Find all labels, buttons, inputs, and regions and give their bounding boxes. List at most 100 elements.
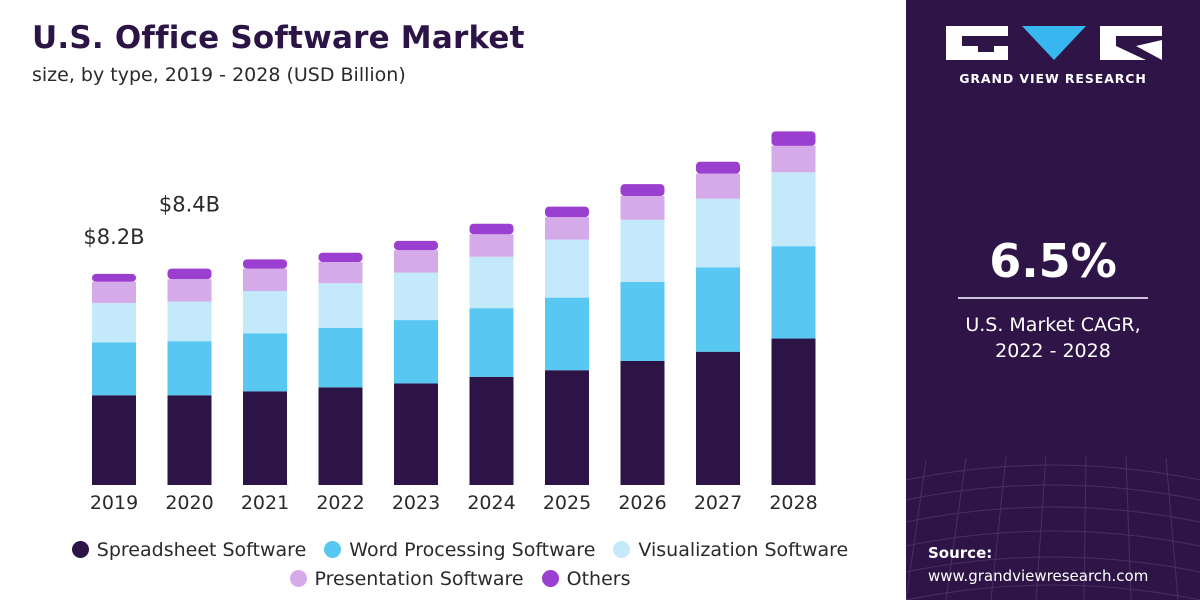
bar-segment-word-processing-software-2025 [545,297,589,371]
bar-segment-visualization-software-2021 [243,291,287,334]
bar-segment-visualization-software-2028 [771,172,816,247]
bar-segment-presentation-software-2028 [771,145,816,173]
legend-swatch-others [541,570,559,587]
bar-segment-others-2025 [545,206,589,218]
page-title: U.S. Office Software Market [32,20,525,56]
bar-segment-word-processing-software-2023 [394,320,438,384]
cagr-label-line2: 2022 - 2028 [995,340,1111,362]
bar-segment-visualization-software-2019 [92,302,136,343]
x-tick-label-2021: 2021 [241,492,289,514]
bar-segment-word-processing-software-2022 [318,327,363,388]
bar-segment-others-2021 [243,259,287,269]
bar-segment-word-processing-software-2027 [696,267,740,352]
bar-segment-presentation-software-2019 [92,281,136,303]
bar-segment-others-2028 [771,131,816,146]
bar-group-2024 [469,223,514,485]
bar-segment-presentation-software-2022 [318,262,363,284]
bar-group-2022 [318,252,363,485]
brand-name: GRAND VIEW RESEARCH [959,71,1147,86]
bar-segment-presentation-software-2027 [696,173,740,199]
bar-group-2025 [545,206,589,485]
bar-segment-presentation-software-2024 [469,234,514,257]
grid-decoration [906,454,1200,600]
bar-group-2027 [696,161,740,485]
bar-group-2028 [771,131,816,485]
bar-segment-visualization-software-2023 [394,272,438,321]
legend-item-presentation-software: Presentation Software [289,567,524,590]
bar-segment-others-2019 [92,273,136,282]
bar-segment-others-2026 [620,184,665,197]
bar-segment-others-2024 [469,223,514,235]
bar-segment-visualization-software-2025 [545,239,589,298]
bar-segment-spreadsheet-software-2021 [243,391,287,485]
legend-label-others: Others [566,567,631,590]
data-label-2019: $8.2B [83,225,144,249]
bar-segment-word-processing-software-2028 [771,246,816,339]
chart-subtitle: size, by type, 2019 - 2028 (USD Billion) [32,64,406,86]
bar-segment-presentation-software-2025 [545,217,589,240]
x-tick-label-2022: 2022 [316,492,364,514]
legend-label-spreadsheet-software: Spreadsheet Software [96,538,307,561]
bar-segment-word-processing-software-2021 [243,333,287,392]
bar-segment-spreadsheet-software-2024 [469,376,514,485]
bar-segment-spreadsheet-software-2025 [545,370,589,485]
bar-group-2023 [394,240,438,485]
cagr-label-line1: U.S. Market CAGR, [965,314,1141,336]
bar-segment-spreadsheet-software-2022 [318,387,363,485]
legend-item-word-processing-software: Word Processing Software [324,539,595,561]
x-tick-label-2027: 2027 [694,492,742,514]
bar-segment-visualization-software-2024 [469,256,514,309]
bar-group-2019 [92,273,136,485]
bar-segment-spreadsheet-software-2020 [167,395,212,485]
bar-segment-spreadsheet-software-2027 [696,351,740,485]
cagr-value: 6.5% [989,234,1117,288]
legend-item-spreadsheet-software: Spreadsheet Software [71,538,307,561]
data-label-2020: $8.4B [159,193,220,217]
x-tick-label-2023: 2023 [392,492,440,514]
bar-segment-spreadsheet-software-2028 [771,338,816,485]
bar-segment-others-2020 [167,268,212,280]
cagr-label: U.S. Market CAGR, 2022 - 2028 [906,312,1200,364]
bar-segment-presentation-software-2021 [243,268,287,292]
info-panel: GRAND VIEW RESEARCH 6.5% U.S. Market CAG… [906,0,1200,600]
bar-segment-others-2023 [394,240,438,251]
bar-segment-spreadsheet-software-2023 [394,383,438,485]
bar-segment-presentation-software-2026 [620,196,665,220]
bar-segment-presentation-software-2020 [167,279,212,302]
bar-segment-spreadsheet-software-2026 [620,360,665,485]
legend-label-visualization-software: Visualization Software [638,538,849,561]
legend-swatch-presentation-software [289,570,307,587]
bar-segment-visualization-software-2027 [696,198,740,268]
x-tick-label-2026: 2026 [618,492,666,514]
bar-segment-word-processing-software-2026 [620,281,665,361]
legend-label-presentation-software: Presentation Software [314,567,524,590]
legend-row-1: Spreadsheet Software Word Processing Soft… [40,535,880,564]
legend-row-2: Presentation Software Others [40,564,880,593]
bar-segment-presentation-software-2023 [394,250,438,273]
gvr-logo [946,26,1162,60]
x-tick-label-2020: 2020 [165,492,213,514]
bar-segment-visualization-software-2022 [318,283,363,328]
legend-item-others: Others [541,567,631,590]
legend-swatch-word-processing-software [324,541,342,558]
bar-segment-visualization-software-2026 [620,219,665,282]
legend-swatch-spreadsheet-software [71,541,89,558]
bar-segment-word-processing-software-2019 [92,342,136,396]
stacked-bar-chart: 2019 2020 2021 2022 2023 2024 2025 2026 2027 2028… [83,131,818,514]
bar-group-2021 [243,259,287,485]
bar-group-2020 [167,268,212,485]
x-tick-label-2024: 2024 [467,492,515,514]
source-label: Source: [928,544,993,562]
x-tick-label-2025: 2025 [543,492,591,514]
bar-group-2026 [620,184,665,485]
chart-legend: Spreadsheet Software Word Processing Soft… [40,535,880,593]
bar-segment-others-2022 [318,252,363,263]
x-tick-label-2028: 2028 [769,492,817,514]
source-url[interactable]: www.grandviewresearch.com [928,567,1149,585]
bar-segment-word-processing-software-2024 [469,308,514,377]
x-tick-label-2019: 2019 [90,492,138,514]
chart-panel: U.S. Office Software Market size, by typ… [32,20,880,593]
bar-segment-visualization-software-2020 [167,301,212,342]
bar-segment-word-processing-software-2020 [167,341,212,396]
legend-label-word-processing-software: Word Processing Software [349,538,596,561]
